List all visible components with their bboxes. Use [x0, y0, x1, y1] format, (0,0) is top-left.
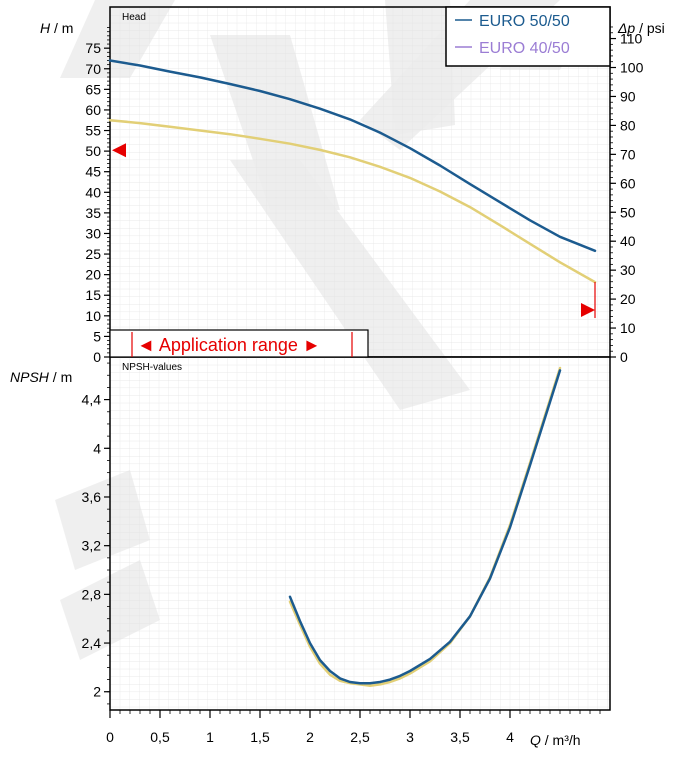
- head-y-tick-label: 0: [93, 349, 101, 365]
- head-y2-tick-label: 50: [620, 204, 636, 220]
- npsh-y-tick-label: 2,8: [82, 586, 102, 602]
- head-y2-tick-label: 90: [620, 88, 636, 104]
- x-tick-label: 0,5: [150, 729, 170, 745]
- head-y-tick-label: 10: [85, 308, 101, 324]
- npsh-axis-ticks: 2 2,4 2,8 3,2 3,6 4 4,4: [82, 362, 110, 705]
- head-y2-tick-label: 60: [620, 175, 636, 191]
- head-y-tick-label: 55: [85, 123, 101, 139]
- head-y2-tick-label: 10: [620, 320, 636, 336]
- x-tick-label: 3,5: [450, 729, 470, 745]
- head-y-tick-label: 20: [85, 267, 101, 283]
- head-y2-tick-label: 80: [620, 117, 636, 133]
- head-y2-tick-label: 100: [620, 60, 644, 76]
- head-y-tick-label: 60: [85, 102, 101, 118]
- head-panel-title: Head: [122, 12, 146, 23]
- head-y-tick-label: 65: [85, 81, 101, 97]
- npsh-y-tick-label: 4: [93, 440, 101, 456]
- legend-entry-euro-40-50: EURO 40/50: [479, 40, 570, 57]
- head-y2-axis-label: Δp / psi: [617, 20, 665, 36]
- head-y-tick-label: 75: [85, 40, 101, 56]
- x-tick-label: 0: [106, 729, 114, 745]
- head-y-tick-label: 15: [85, 287, 101, 303]
- head-y2-tick-label: 0: [620, 349, 628, 365]
- npsh-y-tick-label: 3,2: [82, 538, 102, 554]
- npsh-curves: [288, 366, 562, 687]
- head-axis-ticks: 0 5 10 15 20 25 30 35 40 45 50 55 60 65 70 75 0 10 20 30 40 5…: [85, 26, 644, 365]
- head-y2-tick-label: 70: [620, 146, 636, 162]
- npsh-y-tick-label: 2: [93, 684, 101, 700]
- head-y-tick-label: 35: [85, 205, 101, 221]
- npsh-plot-area: [109, 356, 611, 711]
- x-axis-label: Q / m³/h: [530, 732, 581, 748]
- application-range-marker-left: [112, 143, 126, 158]
- x-tick-label: 3: [406, 729, 414, 745]
- x-tick-label: 1,5: [250, 729, 270, 745]
- x-tick-label: 1: [206, 729, 214, 745]
- npsh-y-tick-label: 3,6: [82, 489, 102, 505]
- npsh-y-axis-label: NPSH / m: [10, 369, 72, 385]
- head-y-tick-label: 70: [85, 61, 101, 77]
- x-axis-ticks: 0 0,5 1 1,5 2 2,5 3 3,5 4: [106, 710, 601, 745]
- head-y-tick-label: 30: [85, 225, 101, 241]
- head-y2-tick-label: 110: [620, 31, 643, 47]
- series-line-euro-40-50: [108, 118, 597, 284]
- application-range-markers: [112, 143, 596, 319]
- head-y-tick-label: 50: [85, 143, 101, 159]
- head-y-tick-label: 5: [93, 328, 101, 344]
- head-y2-tick-label: 20: [620, 291, 636, 307]
- npsh-y-tick-label: 2,4: [82, 635, 102, 651]
- npsh-y-tick-label: 4,4: [82, 392, 102, 408]
- series-line-euro-50-50: [108, 59, 597, 253]
- head-curves: [108, 59, 597, 284]
- head-y-tick-label: 40: [85, 184, 101, 200]
- application-range-marker-right: [581, 303, 595, 318]
- x-tick-label: 2,5: [350, 729, 370, 745]
- head-y-tick-label: 45: [85, 164, 101, 180]
- head-y-tick-label: 25: [85, 246, 101, 262]
- series-line-euro-50-50: [288, 369, 562, 685]
- head-y2-tick-label: 40: [620, 233, 636, 249]
- head-y2-tick-label: 30: [620, 262, 636, 278]
- legend: EURO 50/50 EURO 40/50: [445, 6, 611, 67]
- x-tick-label: 2: [306, 729, 314, 745]
- application-range: ◄ Application range ►: [109, 329, 369, 358]
- application-range-label: ◄ Application range ►: [137, 335, 321, 355]
- x-tick-label: 4: [506, 729, 514, 745]
- head-y-axis-label: H / m: [40, 20, 73, 36]
- legend-entry-euro-50-50: EURO 50/50: [479, 13, 570, 30]
- npsh-panel-title: NPSH-values: [122, 362, 182, 373]
